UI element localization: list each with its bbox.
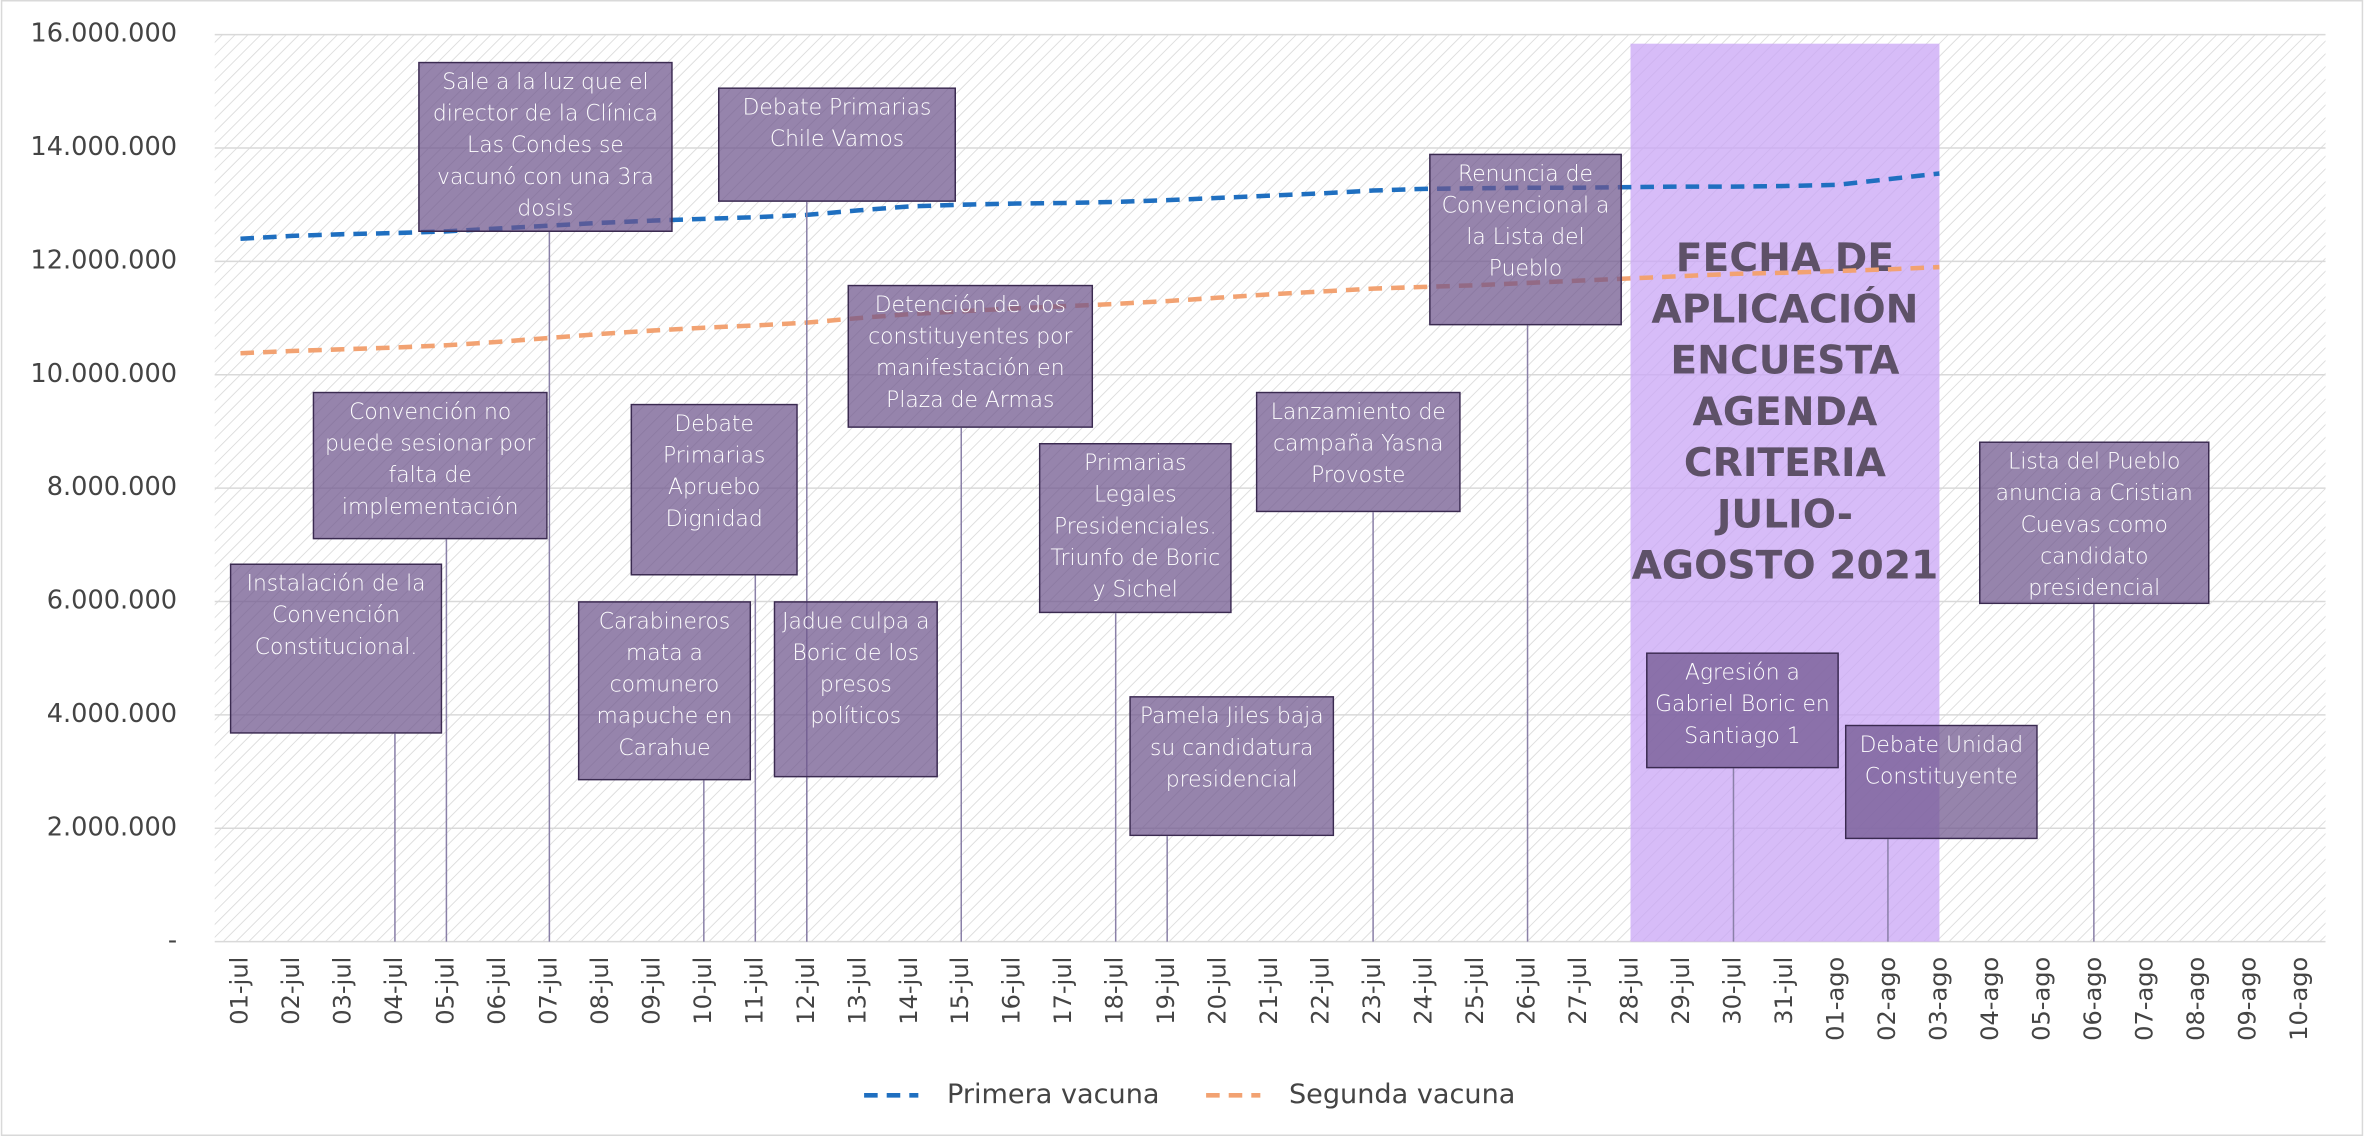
x-tick-label: 10-ago <box>2285 957 2313 1041</box>
annotation: Lista del Pueblo anuncia a Cristian Cuev… <box>1979 441 2210 605</box>
x-tick-label: 12-jul <box>792 957 820 1025</box>
annotation: Debate Unidad Constituyente <box>1844 724 2038 840</box>
x-tick-label: 23-jul <box>1358 957 1386 1025</box>
x-tick-label: 07-ago <box>2130 957 2158 1041</box>
annotation-text: Detención de dos constituyentes por mani… <box>847 284 1094 428</box>
y-tick-label: - <box>168 926 177 956</box>
annotation-text: Agresión a Gabriel Boric en Santiago 1 <box>1646 652 1839 769</box>
x-tick-label: 28-jul <box>1616 957 1644 1025</box>
x-tick-label: 15-jul <box>946 957 974 1025</box>
x-tick-label: 21-jul <box>1255 957 1283 1025</box>
x-tick-label: 03-ago <box>1924 957 1952 1041</box>
x-tick-label: 05-ago <box>2027 957 2055 1041</box>
y-tick-label: 14.000.000 <box>30 132 177 162</box>
x-tick-label: 14-jul <box>895 957 923 1025</box>
x-tick-label: 20-jul <box>1204 957 1232 1025</box>
x-tick-label: 09-ago <box>2233 957 2261 1041</box>
y-tick-label: 2.000.000 <box>47 812 177 842</box>
legend-label: Segunda vacuna <box>1289 1079 1515 1110</box>
x-tick-label: 22-jul <box>1307 957 1335 1025</box>
highlight-text: FECHA DE APLICACIÓN ENCUESTA AGENDA CRIT… <box>1631 236 1939 590</box>
x-tick-label: 04-jul <box>380 957 408 1025</box>
annotation-text: Pamela Jiles baja su candidatura preside… <box>1129 696 1335 837</box>
x-tick-label: 03-jul <box>328 957 356 1025</box>
x-tick-label: 30-jul <box>1718 957 1746 1025</box>
annotation-text: Jadue culpa a Boric de los presos políti… <box>773 601 938 778</box>
annotation-text: Carabineros mata a comunero mapuche en C… <box>577 601 752 781</box>
x-tick-label: 13-jul <box>843 957 871 1025</box>
annotation-text: Lanzamiento de campaña Yasna Provoste <box>1255 391 1461 513</box>
x-tick-label: 07-jul <box>534 957 562 1025</box>
annotation: Jadue culpa a Boric de los presos políti… <box>773 601 938 778</box>
annotation-text: Debate Primarias Chile Vamos <box>717 87 957 202</box>
x-tick-label: 09-jul <box>637 957 665 1025</box>
annotation-text: Primarias Legales Presidenciales. Triunf… <box>1038 442 1232 614</box>
annotation: Detención de dos constituyentes por mani… <box>847 284 1094 428</box>
annotation: Primarias Legales Presidenciales. Triunf… <box>1038 442 1232 614</box>
annotation: Instalación de la Convención Constitucio… <box>229 563 443 734</box>
x-tick-label: 29-jul <box>1667 957 1695 1025</box>
y-tick-label: 6.000.000 <box>47 586 177 616</box>
x-tick-label: 08-ago <box>2182 957 2210 1041</box>
x-tick-label: 19-jul <box>1152 957 1180 1025</box>
annotation: Lanzamiento de campaña Yasna Provoste <box>1255 391 1461 513</box>
x-tick-label: 06-jul <box>483 957 511 1025</box>
x-tick-label: 01-jul <box>225 957 253 1025</box>
x-tick-label: 25-jul <box>1461 957 1489 1025</box>
x-tick-label: 18-jul <box>1101 957 1129 1025</box>
x-tick-label: 26-jul <box>1513 957 1541 1025</box>
y-tick-label: 10.000.000 <box>30 359 177 389</box>
highlight-text-box: FECHA DE APLICACIÓN ENCUESTA AGENDA CRIT… <box>1631 236 1939 590</box>
x-tick-label: 11-jul <box>740 957 768 1025</box>
x-tick-label: 24-jul <box>1410 957 1438 1025</box>
x-tick-label: 04-ago <box>1976 957 2004 1041</box>
x-tick-label: 05-jul <box>431 957 459 1025</box>
x-tick-label: 08-jul <box>586 957 614 1025</box>
annotation: Debate Primarias Apruebo Dignidad <box>630 403 798 576</box>
x-tick-label: 02-jul <box>277 957 305 1025</box>
annotation: Sale a la luz que el director de la Clín… <box>418 61 673 233</box>
x-tick-label: 01-ago <box>1821 957 1849 1041</box>
x-tick-label: 27-jul <box>1564 957 1592 1025</box>
annotation: Renuncia de Convencional a la Lista del … <box>1429 153 1622 326</box>
series-line <box>240 264 1940 356</box>
annotation-text: Renuncia de Convencional a la Lista del … <box>1429 153 1622 326</box>
annotation-text: Sale a la luz que el director de la Clín… <box>418 61 673 233</box>
x-tick-label: 10-jul <box>689 957 717 1025</box>
y-tick-label: 8.000.000 <box>47 472 177 502</box>
annotation-text: Debate Primarias Apruebo Dignidad <box>630 403 798 576</box>
x-tick-label: 17-jul <box>1049 957 1077 1025</box>
x-tick-label: 31-jul <box>1770 957 1798 1025</box>
legend-label: Primera vacuna <box>947 1079 1160 1110</box>
y-tick-label: 16.000.000 <box>30 19 177 49</box>
x-tick-label: 06-ago <box>2079 957 2107 1041</box>
x-tick-label: 16-jul <box>998 957 1026 1025</box>
y-tick-label: 4.000.000 <box>47 699 177 729</box>
annotation-text: Lista del Pueblo anuncia a Cristian Cuev… <box>1979 441 2210 605</box>
annotation: Carabineros mata a comunero mapuche en C… <box>577 601 752 781</box>
annotation: Convención no puede sesionar por falta d… <box>312 391 548 540</box>
annotation-text: Convención no puede sesionar por falta d… <box>312 391 548 540</box>
annotation: Debate Primarias Chile Vamos <box>717 87 957 202</box>
y-tick-label: 12.000.000 <box>30 245 177 275</box>
x-tick-label: 02-ago <box>1873 957 1901 1041</box>
annotation-text: Instalación de la Convención Constitucio… <box>229 563 443 734</box>
annotation: Agresión a Gabriel Boric en Santiago 1 <box>1646 652 1839 769</box>
annotation-text: Debate Unidad Constituyente <box>1844 724 2038 840</box>
annotation: Pamela Jiles baja su candidatura preside… <box>1129 696 1335 837</box>
